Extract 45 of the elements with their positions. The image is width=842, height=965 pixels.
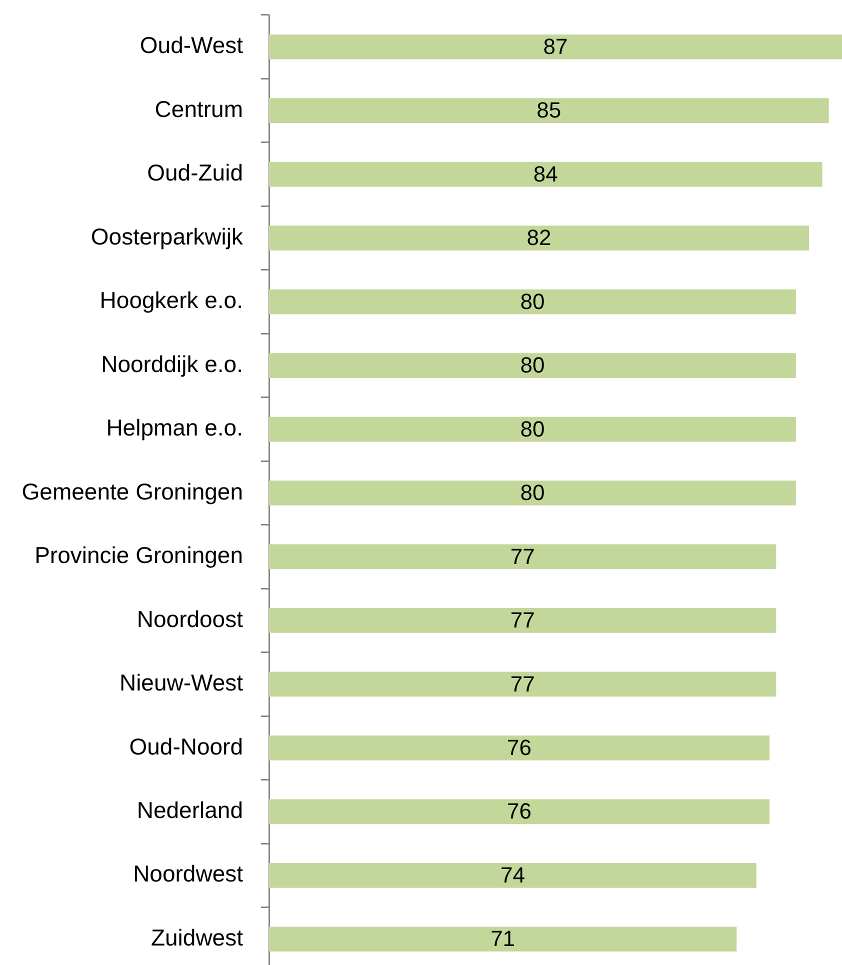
data-label: 84 (533, 161, 558, 186)
y-tick-label: Zuidwest (150, 924, 244, 950)
y-tick-label: Oud-Zuid (147, 160, 243, 186)
y-tick-label: Provincie Groningen (34, 542, 243, 568)
bar (269, 289, 796, 314)
bar (269, 480, 796, 506)
bar (269, 608, 776, 633)
bar (269, 926, 737, 952)
bar (269, 162, 822, 187)
bar (269, 416, 796, 442)
y-tick-label: Oud-West (140, 32, 244, 58)
bar (269, 34, 842, 60)
data-label: 71 (490, 926, 516, 952)
data-label: 82 (526, 225, 552, 250)
bar (269, 736, 770, 760)
data-label: 80 (520, 480, 545, 506)
bar (269, 353, 796, 378)
data-label: 85 (536, 98, 562, 123)
bar (269, 226, 810, 250)
y-tick-label: Noordwest (133, 860, 244, 887)
y-tick-label: Oud-Noord (129, 733, 243, 760)
y-tick-label: Oosterparkwijk (90, 223, 244, 250)
bar (269, 799, 770, 824)
data-label: 77 (510, 544, 535, 569)
y-tick-label: Noordoost (136, 606, 244, 632)
bar (269, 862, 756, 888)
data-label: 76 (507, 734, 532, 760)
bar (269, 98, 829, 124)
y-tick-label: Noorddijk e.o. (101, 350, 243, 377)
y-tick-label: Centrum (154, 96, 243, 122)
data-label: 80 (520, 288, 545, 314)
data-label: 87 (543, 34, 568, 59)
data-label: 74 (500, 862, 525, 888)
y-tick-label: Gemeente Groningen (22, 478, 243, 504)
data-label: 77 (510, 671, 535, 696)
data-label: 77 (510, 608, 535, 633)
data-label: 76 (507, 798, 532, 824)
bar (269, 672, 776, 697)
y-tick-label: Helpman e.o. (106, 414, 243, 441)
y-tick-label: Nederland (136, 797, 243, 824)
y-tick-label: Hoogkerk e.o. (100, 287, 243, 314)
data-label: 80 (520, 416, 545, 442)
y-tick-label: Nieuw-West (119, 670, 244, 696)
data-label: 80 (520, 352, 545, 378)
bar (269, 544, 776, 570)
